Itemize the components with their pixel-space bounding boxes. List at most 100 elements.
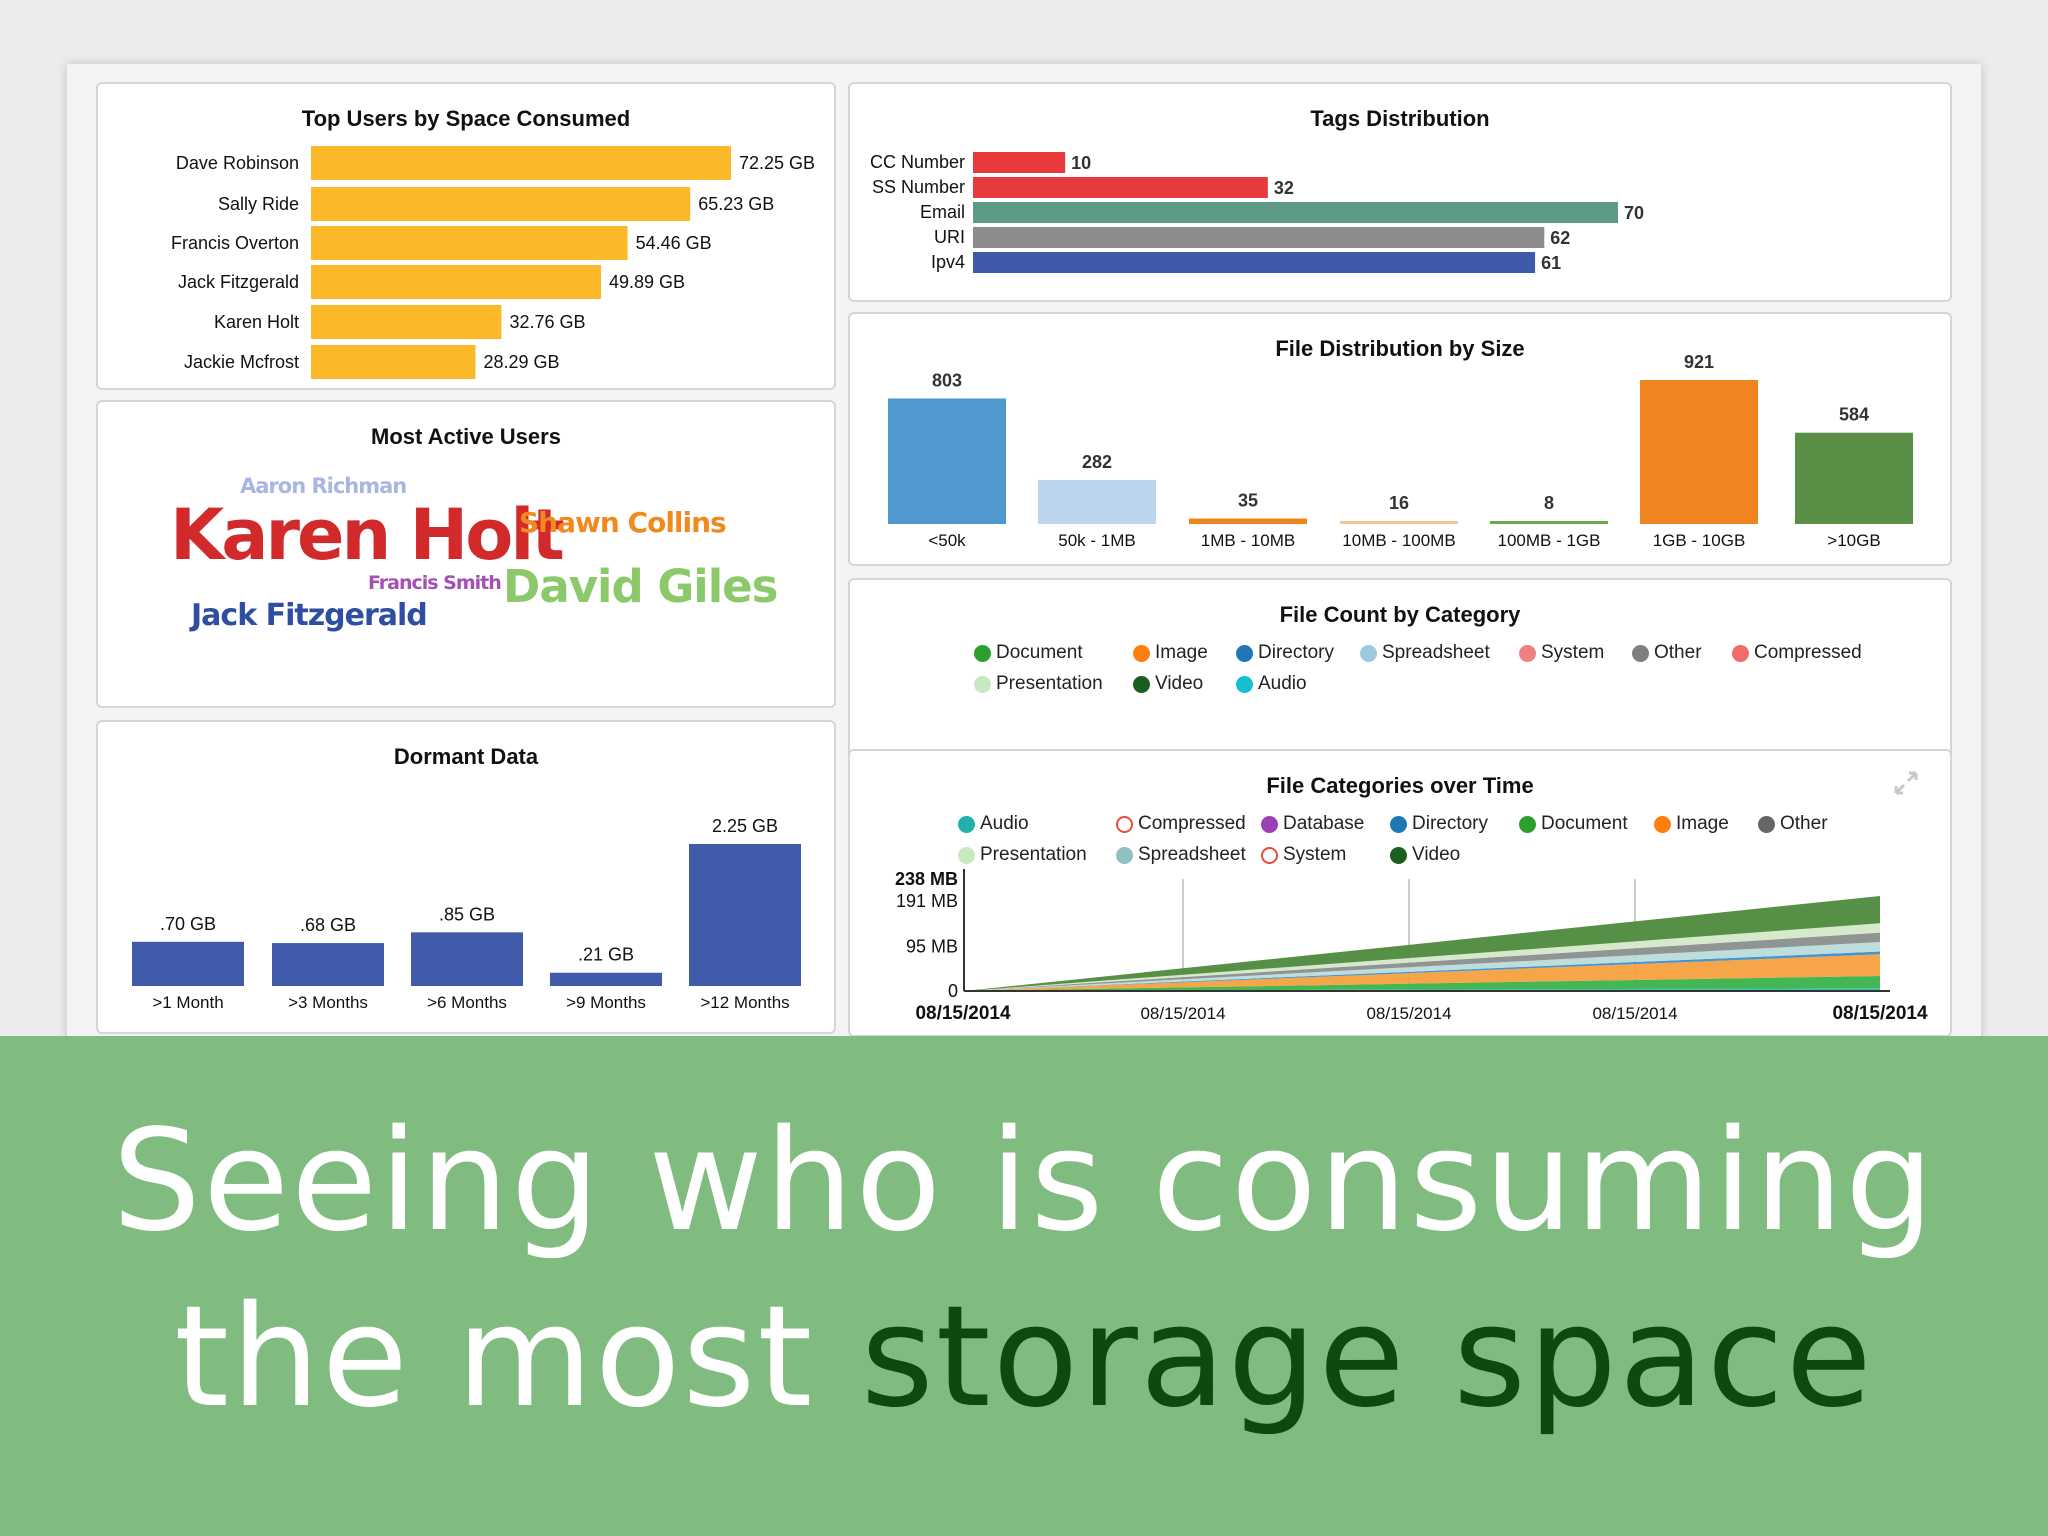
size-category-label: 10MB - 100MB [1342, 531, 1455, 550]
user-name-label: Francis Overton [171, 233, 299, 253]
size-category-label: 1MB - 10MB [1201, 531, 1295, 550]
file-count-title: File Count by Category [1279, 602, 1521, 627]
legend-item-directory[interactable]: Directory [1390, 813, 1488, 835]
dormant-value-label: .21 GB [578, 945, 634, 965]
caption-banner: Seeing who is consuming the most storage… [0, 1036, 2048, 1536]
user-name-label: Sally Ride [218, 194, 299, 214]
tag-value-label: 70 [1624, 203, 1644, 223]
legend-dot [1732, 644, 1749, 662]
size-value-label: 282 [1082, 452, 1112, 472]
size-bar [1189, 518, 1307, 524]
tag-name-label: SS Number [872, 177, 965, 197]
legend-item-other[interactable]: Other [1632, 642, 1702, 664]
top-users-chart: Dave Robinson 72.25 GB Sally Ride 65.23 GB F… [171, 146, 815, 379]
legend-item-system[interactable]: System [1519, 642, 1604, 664]
size-value-label: 8 [1544, 493, 1554, 513]
word-david-giles[interactable]: David Giles [503, 560, 778, 613]
legend-item-other[interactable]: Other [1758, 813, 1828, 835]
dormant-title: Dormant Data [393, 744, 539, 769]
legend-item-video[interactable]: Video [1390, 844, 1460, 866]
user-value-label: 49.89 GB [609, 272, 685, 292]
user-bar [311, 265, 602, 299]
dormant-category-label: >3 Months [288, 993, 368, 1012]
dormant-value-label: .70 GB [160, 914, 216, 934]
user-bar [311, 305, 502, 339]
caption-line-2-highlight: storage space [860, 1276, 1874, 1439]
dormant-bar [411, 932, 523, 986]
size-value-label: 16 [1389, 493, 1409, 513]
legend-item-audio[interactable]: Audio [958, 813, 1029, 835]
time-x-tick-label: 08/15/2014 [1832, 1003, 1928, 1024]
user-value-label: 72.25 GB [739, 153, 815, 173]
legend-dot [958, 846, 975, 864]
time-y-tick-label: 191 MB [896, 891, 958, 911]
tag-value-label: 61 [1541, 253, 1561, 273]
tag-bar [973, 152, 1066, 173]
size-category-label: 100MB - 1GB [1498, 531, 1601, 550]
dormant-category-label: >9 Months [566, 993, 646, 1012]
legend-dot [1133, 675, 1150, 693]
legend-dot [1116, 815, 1133, 833]
legend-dot [1360, 644, 1377, 662]
size-bar [1038, 479, 1156, 524]
legend-item-presentation[interactable]: Presentation [974, 673, 1103, 695]
tag-value-label: 10 [1071, 153, 1091, 173]
legend-item-spreadsheet[interactable]: Spreadsheet [1116, 844, 1246, 866]
caption-line-2-plain: the most [174, 1276, 861, 1439]
legend-item-spreadsheet[interactable]: Spreadsheet [1360, 642, 1490, 664]
tag-name-label: CC Number [870, 152, 965, 172]
legend-item-compressed[interactable]: Compressed [1732, 642, 1862, 664]
legend-item-database[interactable]: Database [1261, 813, 1364, 835]
dormant-category-label: >12 Months [700, 993, 789, 1012]
time-area-spreadsheet [964, 942, 1880, 991]
size-value-label: 35 [1238, 491, 1258, 511]
legend-item-video[interactable]: Video [1133, 673, 1203, 695]
legend-item-document[interactable]: Document [974, 642, 1083, 664]
word-karen-holt[interactable]: Karen Holt [170, 494, 565, 576]
time-y-tick-label: 0 [948, 981, 958, 1001]
active-users-title: Most Active Users [371, 424, 561, 449]
user-name-label: Jack Fitzgerald [178, 272, 299, 292]
dormant-bar [550, 972, 662, 986]
size-category-label: >10GB [1827, 531, 1880, 550]
word-francis-smith[interactable]: Francis Smith [368, 572, 502, 594]
tag-value-label: 32 [1274, 178, 1294, 198]
time-x-tick-label: 08/15/2014 [915, 1003, 1011, 1024]
legend-item-system[interactable]: System [1261, 844, 1346, 866]
user-bar [311, 187, 691, 221]
legend-dot [1133, 644, 1150, 662]
legend-item-image[interactable]: Image [1654, 813, 1729, 835]
legend-dot [1236, 644, 1253, 662]
user-value-label: 54.46 GB [636, 233, 712, 253]
top-users-title: Top Users by Space Consumed [301, 106, 631, 131]
dormant-value-label: 2.25 GB [712, 816, 778, 836]
tag-bar [973, 227, 1545, 248]
word-jack-fitzgerald[interactable]: Jack Fitzgerald [191, 598, 428, 633]
legend-item-document[interactable]: Document [1519, 813, 1628, 835]
user-name-label: Dave Robinson [176, 153, 299, 173]
dormant-bar [689, 844, 801, 986]
tag-bar [973, 252, 1536, 273]
legend-dot [1519, 815, 1536, 833]
legend-item-compressed[interactable]: Compressed [1116, 813, 1246, 835]
word-aaron-richman[interactable]: Aaron Richman [240, 474, 407, 498]
legend-dot [1116, 846, 1133, 864]
legend-item-audio[interactable]: Audio [1236, 673, 1307, 695]
size-bar [888, 398, 1006, 524]
legend-item-directory[interactable]: Directory [1236, 642, 1334, 664]
time-y-tick-label: 238 MB [895, 869, 958, 889]
legend-dot [1261, 846, 1278, 864]
time-x-tick-label: 08/15/2014 [1592, 1004, 1677, 1023]
tags-title: Tags Distribution [1310, 106, 1490, 131]
legend-dot [958, 815, 975, 833]
top-users-panel: Top Users by Space Consumed Dave Robinso… [96, 82, 836, 390]
legend-item-presentation[interactable]: Presentation [958, 844, 1087, 866]
legend-dot [1632, 644, 1649, 662]
tags-chart: CC Number 10 SS Number 32 Email 70 URI 62 Ipv4 61 [870, 152, 1644, 273]
expand-icon[interactable] [1892, 769, 1920, 797]
tag-name-label: URI [934, 227, 965, 247]
size-bar [1640, 380, 1758, 524]
word-shawn-collins[interactable]: Shawn Collins [519, 506, 727, 539]
legend-item-image[interactable]: Image [1133, 642, 1208, 664]
